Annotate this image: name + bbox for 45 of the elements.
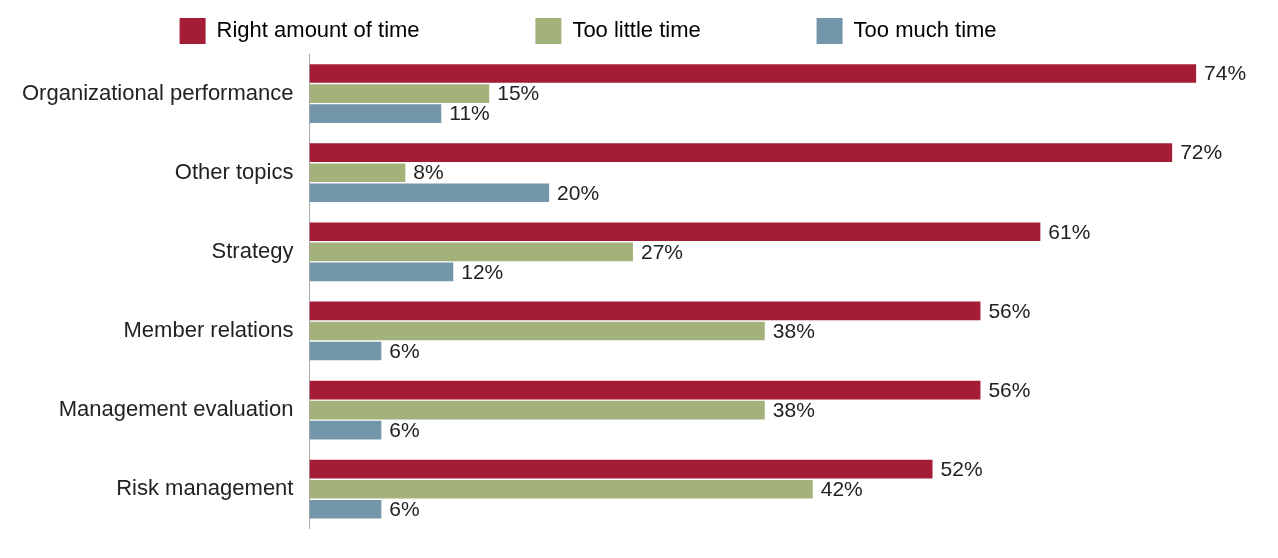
data-label: 72% bbox=[1180, 140, 1223, 164]
data-label: 56% bbox=[988, 377, 1031, 401]
data-label: 38% bbox=[772, 318, 815, 342]
bar bbox=[309, 499, 382, 519]
data-label: 61% bbox=[1048, 219, 1091, 243]
data-label: 42% bbox=[820, 477, 863, 501]
bar bbox=[309, 104, 442, 123]
legend-label: Too much time bbox=[853, 17, 1095, 43]
bar bbox=[309, 242, 633, 262]
data-label: 20% bbox=[557, 180, 600, 204]
bar bbox=[309, 341, 382, 361]
data-label: 27% bbox=[640, 239, 684, 263]
data-label: 56% bbox=[988, 298, 1031, 322]
data-label: 6% bbox=[389, 338, 420, 362]
bar bbox=[309, 183, 550, 203]
data-label: 8% bbox=[413, 160, 444, 184]
legend-label: Right amount of time bbox=[216, 17, 518, 43]
data-label: 52% bbox=[940, 456, 983, 480]
y-tick-label: Strategy bbox=[211, 237, 294, 263]
bar bbox=[309, 321, 765, 341]
bar bbox=[309, 222, 1041, 242]
data-label: 38% bbox=[772, 397, 815, 421]
data-label: 6% bbox=[389, 497, 420, 521]
bar bbox=[309, 64, 1197, 83]
y-tick-label: Member relations bbox=[123, 317, 294, 343]
y-tick-label: Organizational performance bbox=[21, 79, 294, 105]
data-label: 11% bbox=[449, 101, 490, 125]
y-tick-label: Other topics bbox=[174, 158, 294, 184]
bar bbox=[309, 301, 981, 321]
bar bbox=[309, 459, 933, 479]
data-label: 6% bbox=[389, 417, 420, 441]
bar bbox=[309, 163, 406, 183]
data-label: 74% bbox=[1204, 61, 1247, 85]
bar bbox=[309, 143, 1173, 162]
y-tick-label: Risk management bbox=[116, 475, 294, 501]
legend-label: Too little time bbox=[572, 17, 799, 43]
bar bbox=[309, 380, 981, 400]
data-label: 12% bbox=[461, 259, 504, 283]
y-tick-label: Management evaluation bbox=[58, 396, 294, 422]
data-label: 15% bbox=[497, 81, 540, 105]
bar bbox=[309, 420, 382, 440]
bar bbox=[309, 262, 454, 282]
bar bbox=[309, 479, 813, 499]
bar bbox=[309, 400, 765, 420]
bar bbox=[309, 84, 490, 103]
